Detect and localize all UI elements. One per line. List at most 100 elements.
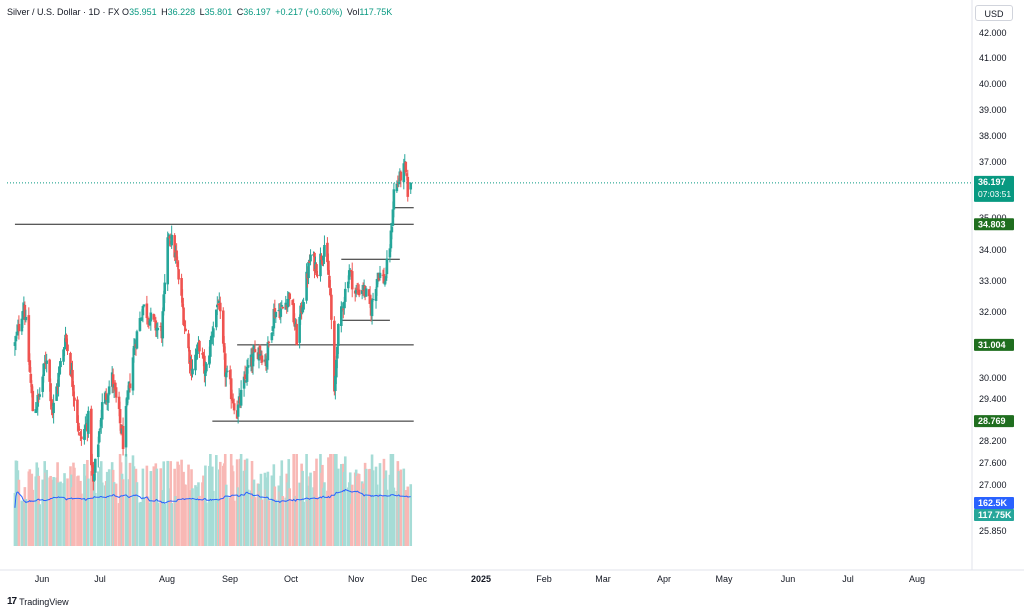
volume-bar xyxy=(66,478,69,546)
candle-body xyxy=(173,235,176,258)
candle-body xyxy=(20,318,24,332)
candle-body xyxy=(382,274,386,284)
y-tick-label: 37.000 xyxy=(979,157,1007,167)
candle-body xyxy=(388,248,392,258)
candle-body xyxy=(368,294,372,304)
candle-body xyxy=(222,343,226,353)
close-label: C xyxy=(236,7,244,17)
candle-body xyxy=(42,363,46,377)
candle-body xyxy=(77,422,80,430)
candle-body xyxy=(279,308,283,317)
candle-body xyxy=(406,176,410,197)
candle-body xyxy=(280,305,284,307)
candle-body xyxy=(190,359,193,376)
volume-bar xyxy=(24,499,28,546)
candle-body xyxy=(258,345,262,355)
volume-bar xyxy=(114,483,118,546)
candle-body xyxy=(142,304,146,307)
candle-body xyxy=(58,366,61,375)
x-tick-label: May xyxy=(715,574,733,584)
candle-body xyxy=(229,378,233,400)
candle-body xyxy=(346,281,350,289)
x-tick-label: Feb xyxy=(536,574,552,584)
candle-body xyxy=(140,317,144,321)
candle-body xyxy=(374,289,378,301)
candle-body xyxy=(313,252,316,272)
candle-body xyxy=(118,408,122,424)
candle-body xyxy=(180,278,183,296)
candle-body xyxy=(84,426,87,431)
candle-body xyxy=(66,344,69,352)
volume-bar xyxy=(52,477,55,546)
y-tick-label: 28.200 xyxy=(979,436,1007,446)
tradingview-branding[interactable]: 17 TradingView xyxy=(7,596,69,607)
candle-body xyxy=(246,365,250,368)
candle-body xyxy=(50,399,53,407)
price-labels: 36.197 07:03:51 34.803 31.004 28.769 xyxy=(974,175,1014,428)
candle-body xyxy=(188,349,191,364)
volume-bar xyxy=(218,461,222,546)
candle-body xyxy=(15,331,19,336)
x-tick-label: Jun xyxy=(35,574,50,584)
volume-bar xyxy=(232,500,236,546)
candle-body xyxy=(183,325,186,327)
candle-body xyxy=(38,394,42,397)
volume-labels: 162.5K 117.75K xyxy=(974,497,1014,521)
candle-body xyxy=(92,474,96,481)
candle-body xyxy=(161,311,165,339)
currency-button[interactable]: USD xyxy=(975,5,1013,21)
candle-body xyxy=(239,389,243,406)
x-tick-label: Nov xyxy=(348,574,365,584)
candle-body xyxy=(295,323,298,345)
low-label: L xyxy=(199,7,205,17)
volume-ma-line xyxy=(14,488,411,508)
candle-body xyxy=(267,341,271,343)
candle-body xyxy=(210,335,213,341)
candle-body xyxy=(260,355,264,363)
x-tick-label: Jul xyxy=(842,574,854,584)
candle-body xyxy=(230,397,234,401)
volume-bar xyxy=(316,496,319,546)
candle-body xyxy=(371,299,375,301)
candle-body xyxy=(216,303,220,306)
candle-body xyxy=(126,392,130,399)
candle-body xyxy=(225,370,229,372)
candle-body xyxy=(319,253,322,277)
candle-body xyxy=(265,358,269,368)
candle-body xyxy=(114,387,118,398)
candle-body xyxy=(364,288,368,297)
y-tick-label: 41.000 xyxy=(979,53,1007,63)
volume-bar xyxy=(100,482,104,546)
countdown-label: 07:03:51 xyxy=(978,189,1011,199)
volume-bar xyxy=(31,489,35,546)
candle-body xyxy=(106,395,110,403)
candle-body xyxy=(218,302,222,312)
candle-body xyxy=(78,428,81,430)
volume-bar xyxy=(80,493,83,546)
candle-body xyxy=(399,171,403,181)
candle-body xyxy=(337,323,340,347)
candle-body xyxy=(329,288,332,296)
y-tick-label: 29.400 xyxy=(979,394,1007,404)
candle-body xyxy=(341,308,345,310)
candle-body xyxy=(156,327,160,331)
candle-body xyxy=(327,260,330,275)
volume-bar xyxy=(274,499,278,546)
candle-body xyxy=(55,386,58,401)
candle-body xyxy=(232,403,236,411)
candle-body xyxy=(146,318,150,320)
candle-body xyxy=(170,234,173,246)
candle-body xyxy=(367,289,371,297)
candle-body xyxy=(29,373,33,383)
level-price-label-bg xyxy=(974,338,1014,351)
volume-bar xyxy=(73,467,76,546)
candle-body xyxy=(209,339,212,357)
volume-bar xyxy=(17,479,21,546)
volume-bar xyxy=(93,492,97,546)
open-label: O xyxy=(122,7,130,17)
candle-body xyxy=(24,316,28,321)
volume-label-bg xyxy=(974,509,1014,521)
candle-body xyxy=(340,306,343,326)
candle-body xyxy=(31,390,35,412)
